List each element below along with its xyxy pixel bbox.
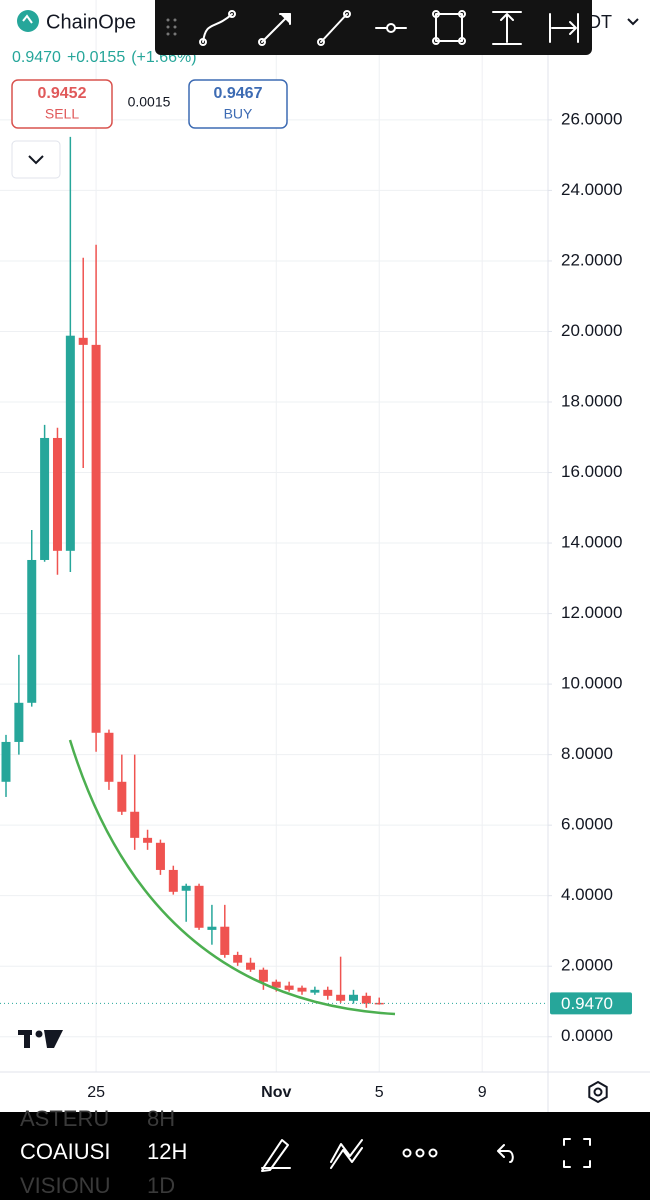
y-tick-label: 2.0000: [561, 956, 613, 975]
y-tick-label: 10.0000: [561, 674, 622, 693]
y-tick-label: 0.0000: [561, 1026, 613, 1045]
tool-date-range[interactable]: [549, 13, 579, 43]
draw-button[interactable]: [261, 1139, 291, 1172]
candle-body: [336, 994, 346, 1001]
sell-button[interactable]: 0.9452 SELL: [11, 79, 113, 129]
tool-price-range[interactable]: [492, 11, 522, 45]
collapse-button[interactable]: [11, 140, 61, 179]
y-tick-label: 24.0000: [561, 180, 622, 199]
last-price-tag: [550, 992, 632, 1015]
candle-body: [130, 811, 140, 838]
buy-button[interactable]: 0.9467 BUY: [188, 79, 288, 129]
sell-price: 0.9452: [38, 85, 87, 102]
candle-body: [181, 885, 191, 891]
y-tick-label: 16.0000: [561, 462, 622, 481]
y-tick-label: 12.0000: [561, 603, 622, 622]
candle-body: [207, 926, 217, 930]
candle-body: [155, 842, 165, 870]
candle-body: [65, 335, 75, 551]
candle-body: [14, 702, 24, 742]
candle-body: [220, 926, 230, 955]
symbol-selected: COAIUSI: [20, 1139, 110, 1164]
candle-body: [297, 987, 307, 992]
candle-body: [1, 741, 11, 782]
candle-body: [168, 869, 178, 892]
interval-selected: 12H: [147, 1139, 187, 1164]
candle-body: [91, 344, 101, 733]
x-tick-label: 5: [375, 1084, 384, 1101]
settings-button[interactable]: [588, 1080, 608, 1104]
x-tick-label: 25: [87, 1084, 105, 1101]
symbol-logo: [17, 10, 39, 32]
tool-horizontal-line[interactable]: [375, 23, 407, 33]
candle-body: [348, 994, 358, 1001]
tv-logo: [18, 1030, 63, 1048]
tool-arrow[interactable]: [258, 13, 291, 46]
undo-button[interactable]: [497, 1144, 514, 1163]
sell-label: SELL: [45, 106, 79, 122]
last-price-label: 0.9470: [561, 994, 613, 1013]
candle-body: [374, 1002, 384, 1005]
more-button[interactable]: [402, 1148, 438, 1158]
candle-body: [194, 885, 204, 928]
y-tick-label: 18.0000: [561, 391, 622, 410]
candle-body: [143, 837, 153, 843]
y-tick-label: 4.0000: [561, 885, 613, 904]
candle-body: [52, 437, 62, 551]
candle-body: [284, 985, 294, 990]
y-tick-label: 8.0000: [561, 744, 613, 763]
candle-body: [258, 969, 268, 982]
candle-body: [233, 954, 243, 963]
interval-option: 8H: [147, 1106, 175, 1131]
candle-body: [246, 962, 256, 970]
x-tick-label: 9: [478, 1084, 487, 1101]
candle-body: [323, 989, 333, 996]
interval-picker[interactable]: 8H 12H 1D: [147, 1106, 187, 1198]
candle-body: [27, 559, 37, 703]
drawing-toolbar: [155, 0, 592, 55]
y-tick-label: 6.0000: [561, 815, 613, 834]
bottom-bar: [0, 1112, 650, 1200]
y-tick-label: 20.0000: [561, 321, 622, 340]
fullscreen-button[interactable]: [563, 1138, 591, 1168]
candle-body: [104, 732, 114, 782]
y-tick-label: 26.0000: [561, 109, 622, 128]
candle-body: [78, 337, 88, 345]
tool-rectangle[interactable]: [432, 10, 466, 45]
candle-body: [310, 989, 320, 993]
indicators-button[interactable]: [330, 1139, 363, 1169]
quote-currency: DT: [588, 12, 612, 32]
candle-body: [40, 437, 50, 560]
symbol-picker[interactable]: ASTERU COAIUSI VISIONU: [20, 1106, 110, 1198]
plot-area: [0, 0, 552, 1072]
candle-body: [271, 981, 281, 988]
spread: 0.0015: [128, 94, 171, 110]
symbol-option: VISIONU: [20, 1173, 110, 1198]
buy-price: 0.9467: [214, 85, 263, 102]
candle-body: [361, 995, 371, 1004]
symbol-logo-mark: [22, 14, 33, 24]
symbol-name: ChainOpe: [46, 11, 136, 33]
drawn-curve: [68, 739, 396, 1016]
x-tick-label: Nov: [261, 1084, 291, 1101]
interval-option: 1D: [147, 1173, 175, 1198]
tool-path[interactable]: [199, 10, 236, 46]
symbol-option: ASTERU: [20, 1106, 109, 1131]
buy-label: BUY: [224, 106, 253, 122]
candle-body: [117, 781, 127, 812]
symbol-dropdown[interactable]: [627, 18, 639, 26]
y-tick-label: 14.0000: [561, 533, 622, 552]
y-tick-label: 22.0000: [561, 250, 622, 269]
tool-trend-line[interactable]: [317, 10, 351, 46]
